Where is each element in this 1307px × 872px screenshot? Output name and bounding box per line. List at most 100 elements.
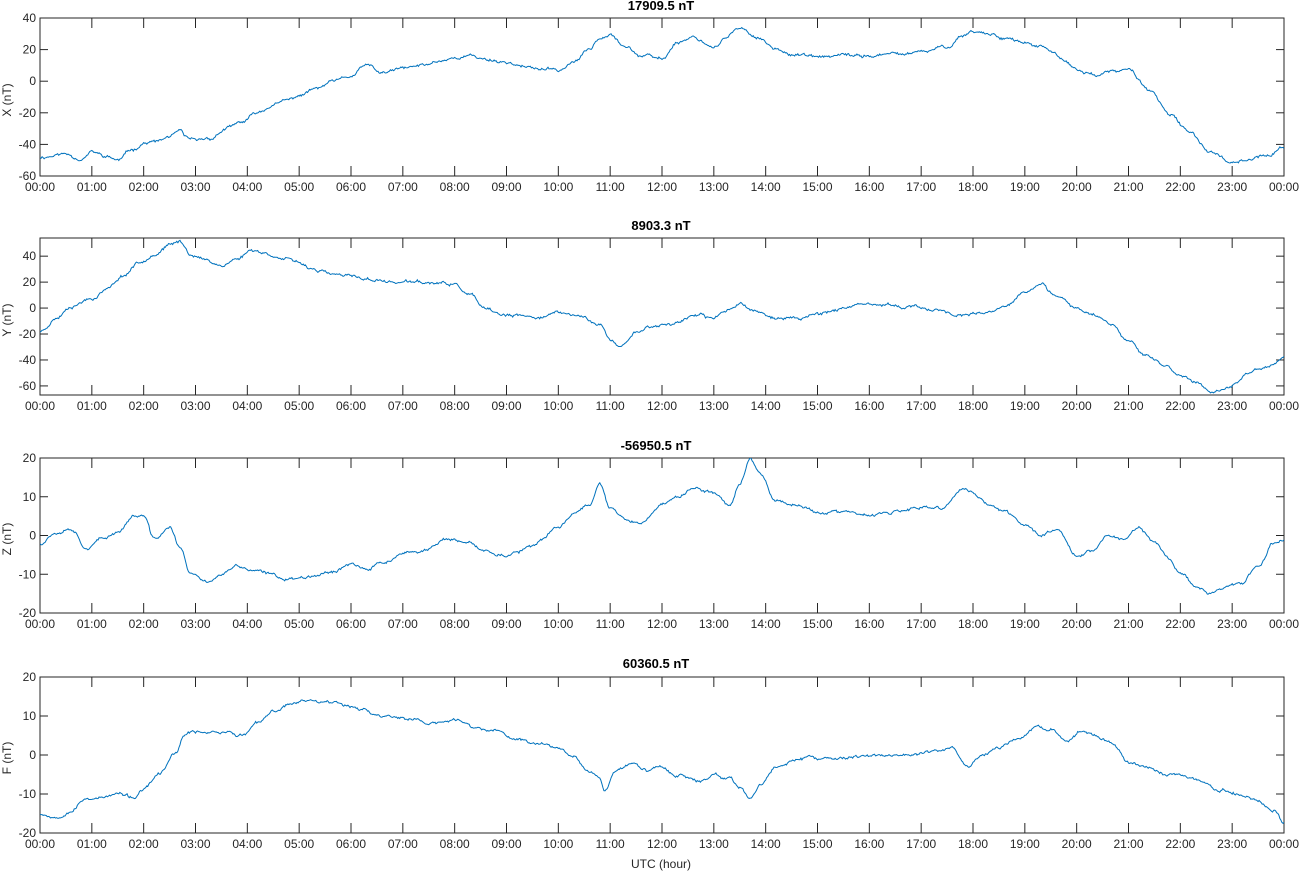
x-tick-label: 17:00: [906, 180, 936, 194]
x-tick-label: 20:00: [1062, 837, 1092, 851]
x-tick-label: 18:00: [958, 180, 988, 194]
x-tick-label: 00:00: [1269, 399, 1299, 413]
x-tick-label: 06:00: [336, 617, 366, 631]
x-tick-label: 15:00: [802, 180, 832, 194]
x-tick-label: 03:00: [180, 180, 210, 194]
x-tick-label: 21:00: [1113, 399, 1143, 413]
y-tick-label: 20: [23, 43, 37, 57]
x-tick-label: 04:00: [232, 180, 262, 194]
x-tick-label: 22:00: [1165, 180, 1195, 194]
x-tick-label: 08:00: [440, 617, 470, 631]
x-tick-label: 00:00: [1269, 617, 1299, 631]
x-tick-label: 18:00: [958, 399, 988, 413]
x-tick-label: 10:00: [543, 837, 573, 851]
x-tick-label: 20:00: [1062, 180, 1092, 194]
x-tick-label: 19:00: [1010, 837, 1040, 851]
x-tick-label: 15:00: [802, 617, 832, 631]
y-tick-label: -10: [19, 787, 37, 801]
x-tick-label: 21:00: [1113, 180, 1143, 194]
y-tick-label: 20: [23, 275, 37, 289]
panel-f-title: 60360.5 nT: [623, 656, 690, 671]
y-tick-label: -20: [19, 327, 37, 341]
x-tick-label: 03:00: [180, 837, 210, 851]
x-tick-label: 19:00: [1010, 180, 1040, 194]
x-tick-label: 14:00: [751, 399, 781, 413]
x-tick-label: 00:00: [25, 399, 55, 413]
x-tick-label: 04:00: [232, 617, 262, 631]
y-tick-label: -60: [19, 379, 37, 393]
panel-x-axes-box: [39, 17, 1285, 177]
y-tick-label: 40: [23, 249, 37, 263]
y-tick-label: 0: [29, 529, 36, 543]
x-tick-label: 16:00: [854, 399, 884, 413]
panel-z-axes-box: [39, 457, 1285, 614]
y-tick-label: 40: [23, 11, 37, 25]
x-tick-label: 11:00: [596, 837, 625, 851]
x-tick-label: 00:00: [25, 837, 55, 851]
x-tick-label: 10:00: [543, 399, 573, 413]
x-tick-label: 03:00: [180, 399, 210, 413]
x-tick-label: 23:00: [1217, 399, 1247, 413]
x-tick-label: 06:00: [336, 399, 366, 413]
x-tick-label: 11:00: [596, 617, 625, 631]
x-tick-label: 00:00: [1269, 180, 1299, 194]
y-tick-label: 20: [23, 451, 37, 465]
x-tick-label: 22:00: [1165, 837, 1195, 851]
x-tick-label: 11:00: [596, 180, 625, 194]
x-tick-label: 17:00: [906, 399, 936, 413]
x-tick-label: 19:00: [1010, 617, 1040, 631]
y-tick-label: 10: [23, 490, 37, 504]
panel-y-title: 8903.3 nT: [631, 218, 690, 233]
x-tick-label: 04:00: [232, 399, 262, 413]
x-tick-label: 05:00: [284, 617, 314, 631]
x-tick-label: 14:00: [751, 617, 781, 631]
x-tick-label: 12:00: [647, 617, 677, 631]
x-tick-label: 09:00: [491, 399, 521, 413]
x-tick-label: 11:00: [596, 399, 625, 413]
x-tick-label: 12:00: [647, 399, 677, 413]
x-tick-label: 21:00: [1113, 617, 1143, 631]
panel-x-title: 17909.5 nT: [628, 0, 695, 13]
x-tick-label: 07:00: [388, 617, 418, 631]
x-tick-label: 14:00: [751, 837, 781, 851]
x-tick-label: 23:00: [1217, 617, 1247, 631]
x-tick-label: 05:00: [284, 399, 314, 413]
panel-f-ylabel: F (nT): [0, 742, 14, 775]
x-tick-label: 01:00: [77, 617, 107, 631]
x-tick-label: 05:00: [284, 837, 314, 851]
x-tick-label: 22:00: [1165, 617, 1195, 631]
x-tick-label: 09:00: [491, 617, 521, 631]
x-tick-label: 14:00: [751, 180, 781, 194]
x-tick-label: 13:00: [699, 399, 729, 413]
panel-y-ylabel: Y (nT): [0, 303, 14, 336]
x-axis-label: UTC (hour): [631, 857, 691, 871]
x-tick-label: 13:00: [699, 180, 729, 194]
x-tick-label: 16:00: [854, 617, 884, 631]
y-tick-label: 0: [29, 748, 36, 762]
y-tick-label: 0: [29, 301, 36, 315]
x-tick-label: 17:00: [906, 617, 936, 631]
x-tick-label: 04:00: [232, 837, 262, 851]
y-tick-label: -20: [19, 606, 37, 620]
x-tick-label: 00:00: [1269, 837, 1299, 851]
x-tick-label: 12:00: [647, 180, 677, 194]
x-tick-label: 01:00: [77, 837, 107, 851]
x-tick-label: 03:00: [180, 617, 210, 631]
x-tick-label: 08:00: [440, 180, 470, 194]
x-tick-label: 12:00: [647, 837, 677, 851]
x-tick-label: 19:00: [1010, 399, 1040, 413]
y-tick-label: -40: [19, 137, 37, 151]
x-tick-label: 15:00: [802, 399, 832, 413]
panel-x: 17909.5 nT X (nT) 00:00 01:00 02:00 03:00 04…: [0, 0, 1299, 194]
x-tick-label: 02:00: [129, 180, 159, 194]
x-tick-label: 00:00: [25, 180, 55, 194]
y-tick-label: -40: [19, 353, 37, 367]
x-tick-label: 09:00: [491, 837, 521, 851]
panel-f-series-line: [40, 699, 1284, 824]
x-tick-label: 06:00: [336, 837, 366, 851]
panel-y-series-line: [40, 239, 1284, 394]
x-tick-label: 06:00: [336, 180, 366, 194]
y-tick-label: -20: [19, 106, 37, 120]
x-tick-label: 18:00: [958, 617, 988, 631]
panel-z: -56950.5 nT Z (nT) 00:00 01:00 02:00 03:00 0…: [0, 438, 1299, 631]
